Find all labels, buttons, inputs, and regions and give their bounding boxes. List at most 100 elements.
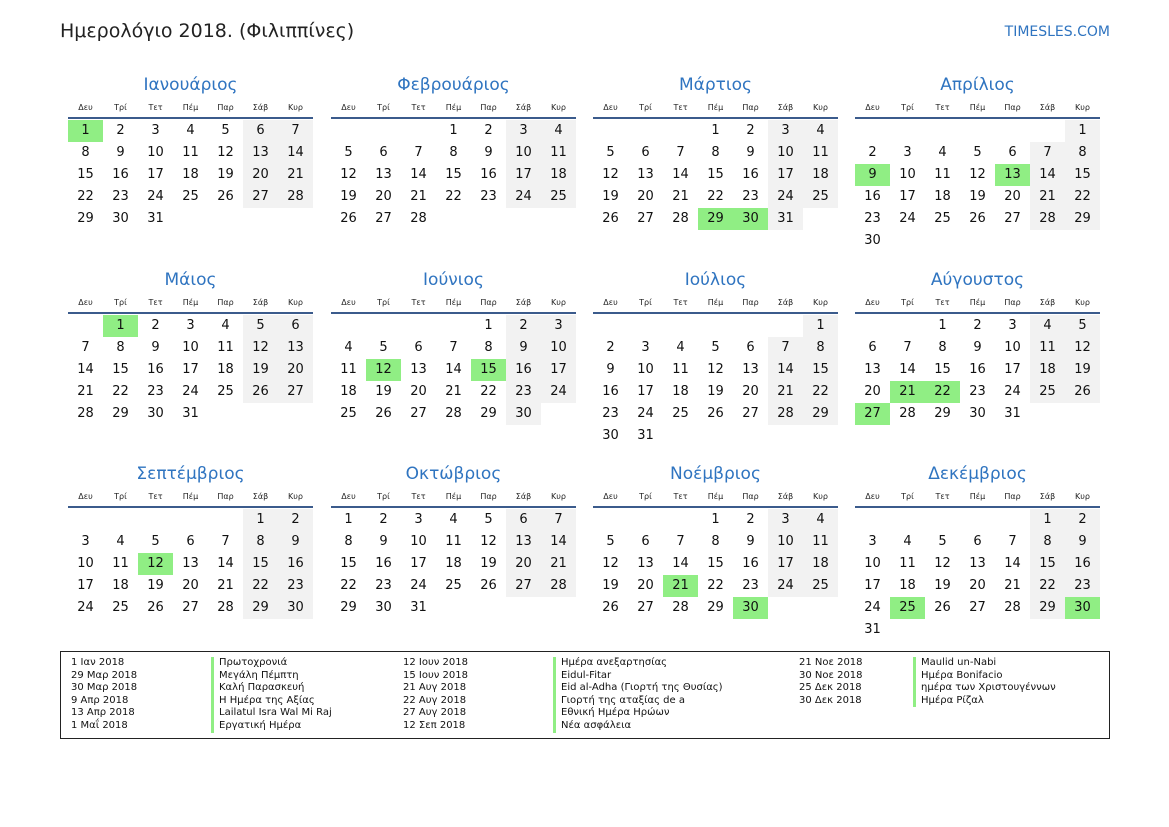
day-cell[interactable]: 28	[541, 575, 576, 597]
day-cell[interactable]: 23	[969, 384, 986, 399]
day-cell[interactable]: 19	[243, 359, 278, 381]
day-cell[interactable]: 17	[506, 164, 541, 186]
day-cell[interactable]: 4	[116, 534, 125, 549]
day-cell[interactable]: 1	[1030, 509, 1065, 531]
day-cell[interactable]: 14	[768, 359, 803, 381]
day-cell[interactable]: 25	[672, 406, 689, 421]
day-cell[interactable]: 24	[147, 189, 164, 204]
day-cell[interactable]: 20	[637, 189, 654, 204]
day-cell[interactable]: 26	[934, 600, 951, 615]
day-cell[interactable]: 5	[606, 534, 615, 549]
day-cell[interactable]: 1	[711, 512, 720, 527]
day-cell[interactable]: 3	[506, 120, 541, 142]
day-cell[interactable]: 18	[541, 164, 576, 186]
day-cell[interactable]: 11	[112, 556, 129, 571]
day-cell[interactable]: 29	[803, 403, 838, 425]
day-cell[interactable]: 8	[484, 340, 493, 355]
day-cell[interactable]: 28	[445, 406, 462, 421]
day-cell[interactable]: 17	[541, 359, 576, 381]
day-cell[interactable]: 16	[112, 167, 129, 182]
day-cell[interactable]: 16	[278, 553, 313, 575]
day-cell[interactable]: 29	[340, 600, 357, 615]
day-cell[interactable]: 14	[1030, 164, 1065, 186]
day-cell[interactable]: 5	[243, 315, 278, 337]
day-cell[interactable]: 30	[112, 211, 129, 226]
day-cell[interactable]: 19	[1065, 359, 1100, 381]
day-cell[interactable]: 22	[77, 189, 94, 204]
day-cell[interactable]: 27	[637, 211, 654, 226]
day-cell[interactable]: 19	[934, 578, 951, 593]
day-cell[interactable]: 6	[243, 120, 278, 142]
day-cell[interactable]: 22	[340, 578, 357, 593]
holiday-day-cell[interactable]: 1	[68, 120, 103, 142]
day-cell[interactable]: 10	[864, 556, 881, 571]
day-cell[interactable]: 17	[410, 556, 427, 571]
site-link[interactable]: TIMESLES.COM	[1004, 24, 1110, 40]
day-cell[interactable]: 9	[379, 534, 388, 549]
day-cell[interactable]: 2	[606, 340, 615, 355]
day-cell[interactable]: 13	[969, 556, 986, 571]
day-cell[interactable]: 14	[77, 362, 94, 377]
day-cell[interactable]: 30	[278, 597, 313, 619]
day-cell[interactable]: 23	[375, 578, 392, 593]
day-cell[interactable]: 16	[742, 167, 759, 182]
day-cell[interactable]: 7	[414, 145, 423, 160]
day-cell[interactable]: 27	[637, 600, 654, 615]
day-cell[interactable]: 8	[803, 337, 838, 359]
day-cell[interactable]: 11	[934, 167, 951, 182]
day-cell[interactable]: 30	[147, 406, 164, 421]
day-cell[interactable]: 29	[934, 406, 951, 421]
day-cell[interactable]: 23	[506, 381, 541, 403]
day-cell[interactable]: 11	[340, 362, 357, 377]
day-cell[interactable]: 1	[449, 123, 458, 138]
day-cell[interactable]: 21	[1030, 186, 1065, 208]
day-cell[interactable]: 9	[973, 340, 982, 355]
day-cell[interactable]: 24	[1004, 384, 1021, 399]
day-cell[interactable]: 20	[742, 384, 759, 399]
day-cell[interactable]: 6	[506, 509, 541, 531]
day-cell[interactable]: 30	[969, 406, 986, 421]
day-cell[interactable]: 9	[278, 531, 313, 553]
day-cell[interactable]: 21	[217, 578, 234, 593]
day-cell[interactable]: 14	[672, 556, 689, 571]
day-cell[interactable]: 14	[217, 556, 234, 571]
day-cell[interactable]: 1	[803, 315, 838, 337]
day-cell[interactable]: 29	[243, 597, 278, 619]
day-cell[interactable]: 10	[506, 142, 541, 164]
holiday-day-cell[interactable]: 21	[890, 381, 925, 403]
day-cell[interactable]: 22	[480, 384, 497, 399]
day-cell[interactable]: 28	[899, 406, 916, 421]
day-cell[interactable]: 3	[641, 340, 650, 355]
day-cell[interactable]: 22	[243, 575, 278, 597]
day-cell[interactable]: 25	[934, 211, 951, 226]
day-cell[interactable]: 7	[676, 534, 685, 549]
day-cell[interactable]: 13	[410, 362, 427, 377]
day-cell[interactable]: 26	[1065, 381, 1100, 403]
day-cell[interactable]: 25	[112, 600, 129, 615]
day-cell[interactable]: 25	[182, 189, 199, 204]
holiday-day-cell[interactable]: 30	[733, 597, 768, 619]
day-cell[interactable]: 10	[1004, 340, 1021, 355]
day-cell[interactable]: 19	[375, 384, 392, 399]
day-cell[interactable]: 16	[864, 189, 881, 204]
day-cell[interactable]: 29	[112, 406, 129, 421]
day-cell[interactable]: 10	[147, 145, 164, 160]
day-cell[interactable]: 21	[768, 381, 803, 403]
day-cell[interactable]: 31	[410, 600, 427, 615]
day-cell[interactable]: 22	[1030, 575, 1065, 597]
day-cell[interactable]: 17	[77, 578, 94, 593]
day-cell[interactable]: 17	[1004, 362, 1021, 377]
day-cell[interactable]: 11	[672, 362, 689, 377]
day-cell[interactable]: 5	[379, 340, 388, 355]
day-cell[interactable]: 3	[903, 145, 912, 160]
day-cell[interactable]: 5	[151, 534, 160, 549]
day-cell[interactable]: 21	[77, 384, 94, 399]
day-cell[interactable]: 2	[379, 512, 388, 527]
day-cell[interactable]: 14	[410, 167, 427, 182]
day-cell[interactable]: 7	[541, 509, 576, 531]
day-cell[interactable]: 18	[899, 578, 916, 593]
day-cell[interactable]: 8	[1065, 142, 1100, 164]
day-cell[interactable]: 9	[1065, 531, 1100, 553]
day-cell[interactable]: 20	[864, 384, 881, 399]
day-cell[interactable]: 19	[602, 578, 619, 593]
